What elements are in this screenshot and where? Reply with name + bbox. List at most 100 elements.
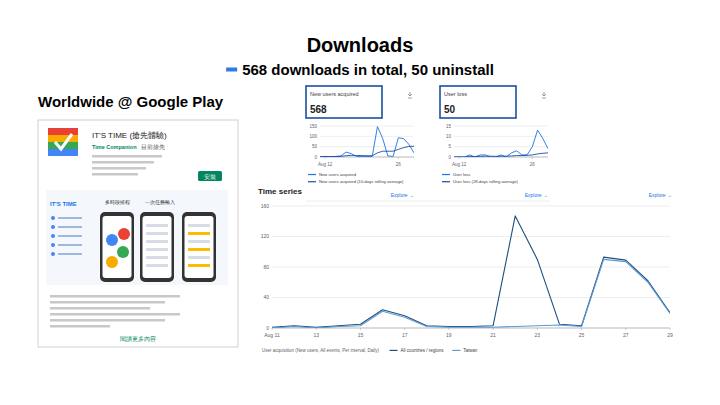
text-line xyxy=(188,264,210,267)
text-line xyxy=(50,295,180,298)
chart: 051015Aug 1226User lossUser loss (28-day… xyxy=(442,124,548,185)
y-tick-label: 5 xyxy=(448,144,451,149)
read-more[interactable]: 閱讀更多內容 xyxy=(120,335,156,342)
title: Downloads xyxy=(307,34,414,56)
x-tick-label: 19 xyxy=(446,332,452,338)
series-line xyxy=(320,127,414,157)
x-tick-label: 26 xyxy=(530,162,536,167)
bullet-dot xyxy=(51,252,55,256)
text-line xyxy=(58,244,82,246)
text-line xyxy=(188,232,210,235)
bullet-dot xyxy=(51,225,55,229)
x-tick xyxy=(404,328,405,330)
text-line xyxy=(146,240,168,243)
text-line xyxy=(92,155,162,158)
badge: 目前搶先 xyxy=(141,144,165,150)
blob xyxy=(117,246,129,258)
x-tick xyxy=(325,157,326,159)
series-line xyxy=(272,216,670,327)
install-button[interactable] xyxy=(198,171,222,181)
x-tick xyxy=(532,157,533,159)
card-highlight xyxy=(306,86,382,118)
chart: 04080120160Aug 11131517192123252729All c… xyxy=(261,203,673,353)
legend-swatch xyxy=(308,174,316,175)
x-tick-label: 26 xyxy=(396,162,402,167)
grid-line xyxy=(320,146,414,147)
install-label[interactable]: 安裝 xyxy=(204,173,216,180)
chart-title: Time series xyxy=(258,187,302,196)
text-line xyxy=(146,248,168,251)
series-line xyxy=(272,259,670,328)
x-tick-label: 13 xyxy=(313,332,319,338)
icon-stripe xyxy=(48,128,78,135)
x-tick-label: 23 xyxy=(535,332,541,338)
explore-link[interactable]: Explore → xyxy=(649,192,672,198)
text-line xyxy=(58,235,82,237)
grid-line xyxy=(320,136,414,137)
text-line xyxy=(188,224,210,227)
bullet-dot xyxy=(51,216,55,220)
card-highlight xyxy=(440,86,516,118)
x-tick xyxy=(398,157,399,159)
text-line xyxy=(146,224,168,227)
y-tick-label: 10 xyxy=(446,134,452,139)
chart-caption: User acquisition (New users, All events,… xyxy=(262,348,380,353)
x-tick xyxy=(670,328,671,330)
divider xyxy=(306,201,550,202)
legend-swatch xyxy=(442,181,450,182)
brand: IT'S TIME xyxy=(50,201,77,207)
slide: Downloads568 downloads in total, 50 unin… xyxy=(0,0,720,405)
series-line xyxy=(454,153,548,157)
legend-item: User loss xyxy=(442,172,470,177)
summary-card: New users acquired 568 Explore → xyxy=(306,86,414,198)
store-screenshot: IT'S TIME (搶先體驗)Time Companion目前搶先安裝IT'S… xyxy=(38,120,238,347)
x-tick xyxy=(316,328,317,330)
text-line xyxy=(146,264,168,267)
y-tick-label: 0 xyxy=(314,155,317,160)
card-label: New users acquired xyxy=(310,91,359,97)
legend-swatch xyxy=(442,174,450,175)
legend-item: New users acquired (10-days rolling aver… xyxy=(308,179,404,184)
y-tick-label: 15 xyxy=(446,124,452,129)
marks xyxy=(272,216,670,328)
legend-label: Taiwan xyxy=(463,348,478,353)
x-tick-label: 27 xyxy=(623,332,629,338)
y-tick-label: 40 xyxy=(263,294,269,300)
legend-item: Taiwan xyxy=(452,348,478,353)
grid-line xyxy=(272,236,670,237)
grid-line xyxy=(320,126,414,127)
icon-check xyxy=(55,134,72,149)
legend-label: New users acquired xyxy=(319,172,357,177)
bullet-dot xyxy=(51,243,55,247)
phone xyxy=(182,212,216,282)
x-tick xyxy=(581,328,582,330)
card-value: 568 xyxy=(310,104,327,115)
x-tick-label: 17 xyxy=(402,332,408,338)
store-frame xyxy=(38,120,238,347)
explore-link[interactable]: Explore → xyxy=(525,192,548,198)
text-line xyxy=(50,319,165,322)
feature: 一次任務輸入 xyxy=(145,199,175,205)
text-line xyxy=(92,161,154,164)
legend-item: User loss (28-days rolling average) xyxy=(442,179,519,184)
text-line xyxy=(92,167,146,170)
text-line xyxy=(146,256,168,259)
blob xyxy=(106,234,118,246)
legend-item: All countries / regions xyxy=(390,348,445,353)
chart: 050100150Aug 1226New users acquiredNew u… xyxy=(308,124,414,185)
explore-link[interactable]: Explore → xyxy=(391,192,414,198)
x-tick-label: 15 xyxy=(358,332,364,338)
phone xyxy=(140,212,174,282)
text-line xyxy=(58,253,82,255)
text-line xyxy=(188,240,210,243)
x-tick xyxy=(625,328,626,330)
app-title: IT'S TIME (搶先體驗) xyxy=(92,131,167,140)
text-line xyxy=(50,307,150,310)
grid-line xyxy=(272,297,670,298)
text-line xyxy=(58,217,82,219)
y-tick-label: 0 xyxy=(266,325,269,331)
icon-stripe xyxy=(48,135,78,142)
y-tick-label: 80 xyxy=(263,264,269,270)
x-tick-label: 29 xyxy=(667,332,673,338)
download-icon xyxy=(542,92,546,98)
